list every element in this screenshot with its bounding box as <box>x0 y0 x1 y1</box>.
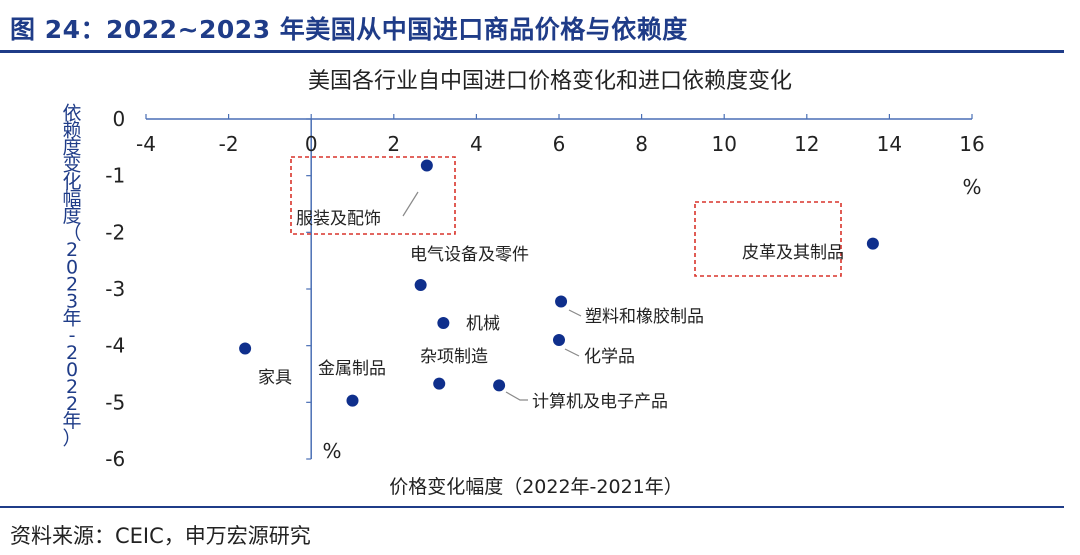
y-axis-title-char: 3 <box>66 291 78 313</box>
x-tick-label: 4 <box>470 132 483 156</box>
y-tick-label: 0 <box>112 107 125 131</box>
y-axis-title-char: （ <box>62 222 81 244</box>
y-axis-title-char: 度 <box>62 137 81 159</box>
data-point <box>239 342 252 355</box>
data-point <box>553 334 565 346</box>
data-point <box>437 317 450 329</box>
point-label: 化学品 <box>584 347 635 367</box>
footer-rule <box>0 506 1064 508</box>
scatter-chart: 美国各行业自中国进口价格变化和进口依赖度变化 依赖度变化幅度（2023年-202… <box>62 69 984 498</box>
y-axis-title-char: 化 <box>62 171 81 193</box>
x-tick-label: -2 <box>219 132 239 156</box>
y-unit-label: % <box>322 439 341 463</box>
y-tick-label: -6 <box>105 447 125 471</box>
y-axis-title-char: 2 <box>66 239 78 261</box>
y-axis-title-char: 赖 <box>62 120 81 142</box>
x-tick-label: 8 <box>635 132 648 156</box>
y-axis-title-char: 变 <box>62 154 81 176</box>
x-tick-label: 12 <box>794 132 819 156</box>
point-label: 计算机及电子产品 <box>532 392 668 412</box>
y-tick-label: -3 <box>105 277 125 301</box>
highlight-box <box>290 156 456 235</box>
point-label: 皮革及其制品 <box>742 243 844 263</box>
y-axis-title-char: - <box>69 325 76 347</box>
x-tick-label: 10 <box>711 132 736 156</box>
y-axis-title-char: 0 <box>66 359 78 381</box>
leader-line <box>402 191 419 217</box>
highlight-box <box>694 201 842 277</box>
point-label: 家具 <box>258 368 292 388</box>
y-tick-label: -4 <box>105 334 125 358</box>
data-point <box>346 394 359 407</box>
data-point <box>433 377 446 390</box>
y-axis-title-char: 度 <box>62 205 81 227</box>
data-point <box>414 279 427 292</box>
x-tick-label: 16 <box>959 132 984 156</box>
point-label: 杂项制造 <box>420 347 488 367</box>
data-point <box>493 379 506 392</box>
data-point <box>866 237 879 250</box>
y-tick-label: -5 <box>105 390 125 414</box>
y-tick-label: -1 <box>105 164 125 188</box>
y-axis-title-char: 2 <box>66 273 78 295</box>
leader-line <box>568 309 582 317</box>
leader-line <box>505 391 528 401</box>
figure-title: 图 24：2022~2023 年美国从中国进口商品价格与依赖度 <box>10 15 688 44</box>
y-tick-label: -2 <box>105 220 125 244</box>
y-axis-title-char: 幅 <box>62 188 81 210</box>
y-axis-title-char: 年 <box>62 410 81 432</box>
point-label: 机械 <box>466 314 500 334</box>
point-label: 服装及配饰 <box>296 209 381 229</box>
y-axis-title-char: ） <box>62 427 81 449</box>
point-label: 电气设备及零件 <box>410 245 529 265</box>
y-axis-title-char: 2 <box>66 393 78 415</box>
data-point <box>420 159 433 172</box>
source-note: 资料来源：CEIC，申万宏源研究 <box>10 524 311 548</box>
y-axis-title-char: 0 <box>66 256 78 278</box>
title-rule <box>0 50 1064 53</box>
x-tick-label: -4 <box>136 132 156 156</box>
y-axis-title-char: 2 <box>66 342 78 364</box>
axes: -4 -2 0 2 4 6 8 10 12 14 16 0 -1 -2 -3 -4 -5 -6 <box>105 107 984 471</box>
x-tick-label: 14 <box>877 132 902 156</box>
x-axis-title: 价格变化幅度（2022年-2021年） <box>389 476 683 498</box>
y-axis-title-char: 年 <box>62 308 81 330</box>
point-label: 金属制品 <box>318 359 386 379</box>
x-unit-label: % <box>962 175 981 199</box>
highlight-boxes <box>290 156 842 277</box>
y-axis-title-char: 依 <box>62 102 81 124</box>
x-tick-label: 6 <box>553 132 566 156</box>
y-axis-title-char: 2 <box>66 376 78 398</box>
x-tick-label: 2 <box>387 132 400 156</box>
leader-line <box>564 348 580 357</box>
point-label: 塑料和橡胶制品 <box>585 307 704 327</box>
x-tick-label: 0 <box>305 132 318 156</box>
chart-title: 美国各行业自中国进口价格变化和进口依赖度变化 <box>308 69 792 94</box>
data-point <box>555 295 568 308</box>
